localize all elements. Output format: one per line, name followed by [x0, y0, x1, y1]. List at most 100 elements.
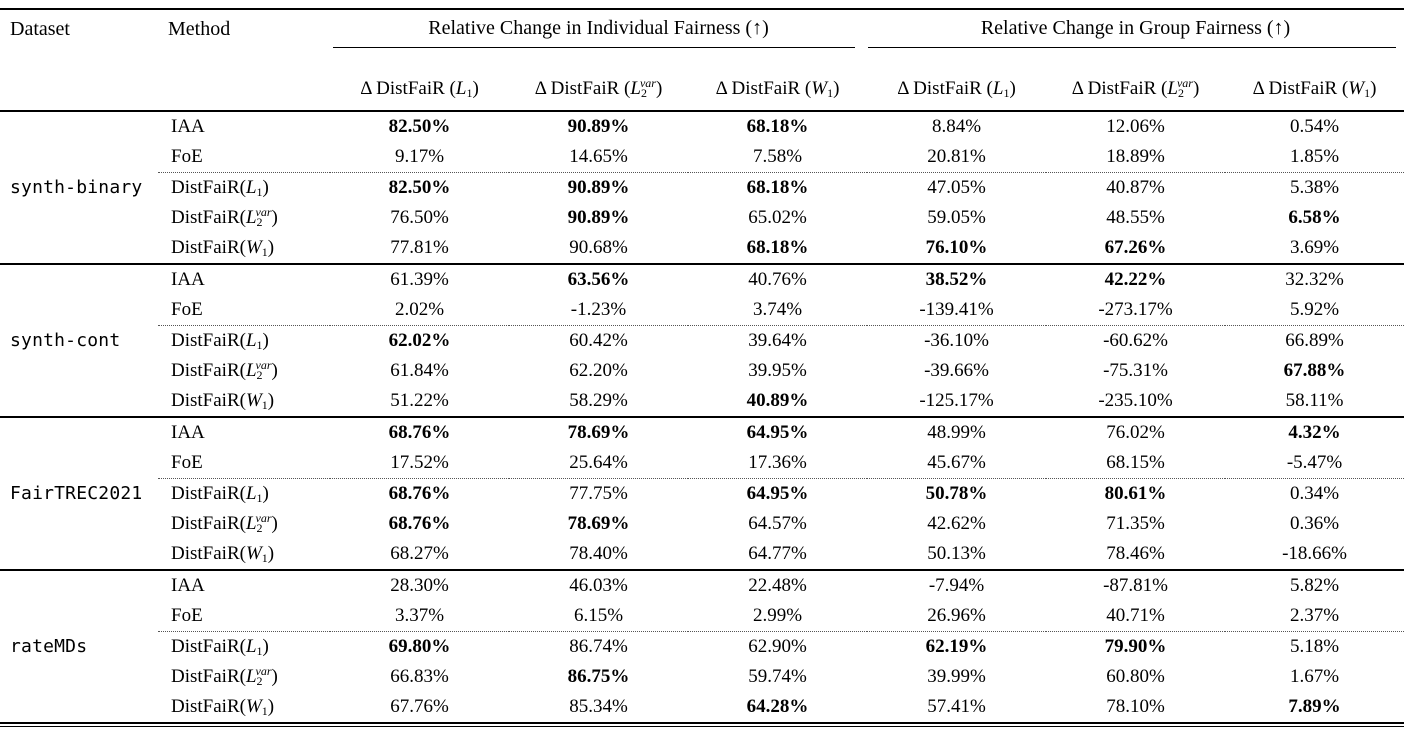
- math-subscript: 1: [256, 643, 263, 658]
- math-letter: L: [245, 665, 257, 687]
- metric-value: 40.89%: [746, 389, 809, 411]
- metric-value: 5.38%: [1225, 172, 1404, 203]
- metric-value: 71.35%: [1106, 512, 1165, 534]
- metric-value: 90.89%: [509, 172, 688, 203]
- table-row: DistFaiR(L2var) 76.50% 90.89% 65.02% 59.05% 4…: [0, 203, 1404, 233]
- method-text: ): [271, 665, 278, 687]
- metric-value: 57.41%: [927, 695, 986, 717]
- math-subscript: 1: [261, 244, 268, 259]
- metric-value: 45.67%: [927, 451, 986, 473]
- method-text: ): [271, 359, 278, 381]
- metric-value: 68.15%: [1106, 451, 1165, 473]
- math-letter: W: [245, 236, 262, 258]
- metric-value: 90.89%: [567, 206, 630, 228]
- metric-value: 1.67%: [1289, 665, 1340, 687]
- method-label: DistFaiR(L1): [158, 631, 330, 662]
- metric-value: 40.87%: [1046, 172, 1226, 203]
- metric-value: 18.89%: [1106, 145, 1165, 167]
- column-header-grp-distfair-w1: Δ DistFaiR (W1): [1252, 78, 1377, 100]
- method-text: ): [262, 329, 269, 351]
- metric-value: 59.05%: [927, 206, 986, 228]
- math-letter: W: [245, 389, 262, 411]
- metric-value: -87.81%: [1103, 574, 1168, 596]
- metric-value: -7.94%: [928, 574, 985, 596]
- math-subscript: 2: [256, 673, 263, 688]
- table-row: DistFaiR(L1) 68.76% 77.75% 64.95% 50.78% 80.6…: [0, 478, 1404, 509]
- column-header-grp-distfair-l1: Δ DistFaiR (L1): [897, 78, 1016, 100]
- math-letter: L: [245, 176, 257, 198]
- metric-value: 64.95%: [688, 478, 868, 509]
- metric-value: 4.32%: [1288, 421, 1341, 443]
- metric-value: 69.80%: [330, 631, 509, 662]
- metric-value: 25.64%: [569, 451, 628, 473]
- math-subscript: 2: [256, 367, 263, 382]
- table-row: DistFaiR(L2var) 61.84% 62.20% 39.95% -39.66%…: [0, 356, 1404, 386]
- metric-value: 28.30%: [390, 574, 449, 596]
- method-text: DistFaiR(: [171, 635, 246, 657]
- metric-value: 0.34%: [1225, 478, 1404, 509]
- method-text: IAA: [171, 115, 205, 137]
- metric-value: 90.89%: [567, 115, 630, 137]
- metric-value: 80.61%: [1046, 478, 1226, 509]
- math-letter: L: [245, 512, 257, 534]
- group-header-row: Dataset Method Relative Change in Indivi…: [0, 9, 1404, 48]
- metric-value: 62.90%: [688, 631, 868, 662]
- metric-value: 40.76%: [748, 268, 807, 290]
- metric-value: 77.81%: [390, 236, 449, 258]
- metric-value: 59.74%: [748, 665, 807, 687]
- metric-value: 7.89%: [1288, 695, 1341, 717]
- metric-value: -39.66%: [924, 359, 989, 381]
- metric-value: 68.18%: [688, 172, 868, 203]
- method-text: DistFaiR(: [171, 512, 246, 534]
- group-title: Relative Change in Individual Fairness (…: [428, 17, 769, 39]
- math-letter: W: [245, 695, 262, 717]
- method-text: ): [262, 482, 269, 504]
- table-row: DistFaiR(L1) 82.50% 90.89% 68.18% 47.05% 40.8…: [0, 172, 1404, 203]
- metric-value: 76.10%: [925, 236, 988, 258]
- method-text: ): [267, 695, 275, 717]
- metric-value: 78.46%: [1106, 542, 1165, 564]
- table-row: synth-binary IAA 82.50% 90.89% 68.18% 8.84% 12…: [0, 111, 1404, 198]
- math-subscript: 1: [261, 550, 268, 565]
- metric-value: 79.90%: [1046, 631, 1226, 662]
- math-letter: L: [245, 482, 257, 504]
- dataset-block: FairTREC2021 IAA 68.76% 78.69% 64.95% 48.99% 7…: [0, 417, 1404, 570]
- method-text: FoE: [171, 298, 203, 320]
- metric-value: 32.32%: [1285, 268, 1344, 290]
- metric-value: 26.96%: [927, 604, 986, 626]
- method-label: DistFaiR(L1): [158, 478, 330, 509]
- metric-value: 22.48%: [748, 574, 807, 596]
- metric-value: 7.58%: [752, 145, 803, 167]
- metric-value: 62.20%: [569, 359, 628, 381]
- metric-value: 64.28%: [746, 695, 809, 717]
- metric-value: 68.76%: [388, 512, 451, 534]
- method-label: FoE: [158, 295, 330, 326]
- method-text: IAA: [171, 268, 205, 290]
- method-text: ): [271, 512, 278, 534]
- math-subscript: 1: [256, 337, 263, 352]
- table-row: FoE 3.37% 6.15% 2.99% 26.96% 40.71% 2.37%: [0, 601, 1404, 632]
- metric-value: 6.58%: [1288, 206, 1341, 228]
- metric-value: -18.66%: [1282, 542, 1347, 564]
- metric-value: 67.76%: [390, 695, 449, 717]
- math-letter: L: [245, 635, 257, 657]
- metric-value: 64.95%: [746, 421, 809, 443]
- math-superscript: var: [255, 204, 272, 219]
- table-row: DistFaiR(W1) 77.81% 90.68% 68.18% 76.10% 67.2…: [0, 233, 1404, 264]
- metric-value: 78.10%: [1106, 695, 1165, 717]
- metric-value: 63.56%: [567, 268, 630, 290]
- metric-value: 12.06%: [1106, 115, 1165, 137]
- metric-value: 2.99%: [752, 604, 803, 626]
- dataset-block: synth-cont IAA 61.39% 63.56% 40.76% 38.52% 42.…: [0, 264, 1404, 417]
- metric-value: 67.88%: [1283, 359, 1346, 381]
- table-row: FoE 17.52% 25.64% 17.36% 45.67% 68.15% -5.47%: [0, 448, 1404, 479]
- metric-value: 66.83%: [390, 665, 449, 687]
- metric-value: 50.78%: [867, 478, 1047, 509]
- metric-value: 82.50%: [330, 172, 509, 203]
- metric-value: 78.69%: [567, 421, 630, 443]
- metric-value: 3.69%: [1289, 236, 1340, 258]
- method-label: IAA: [158, 417, 330, 448]
- fairness-results-table: Dataset Method Relative Change in Indivi…: [0, 8, 1404, 724]
- metric-value: 0.36%: [1289, 512, 1340, 534]
- method-text: DistFaiR(: [171, 542, 246, 564]
